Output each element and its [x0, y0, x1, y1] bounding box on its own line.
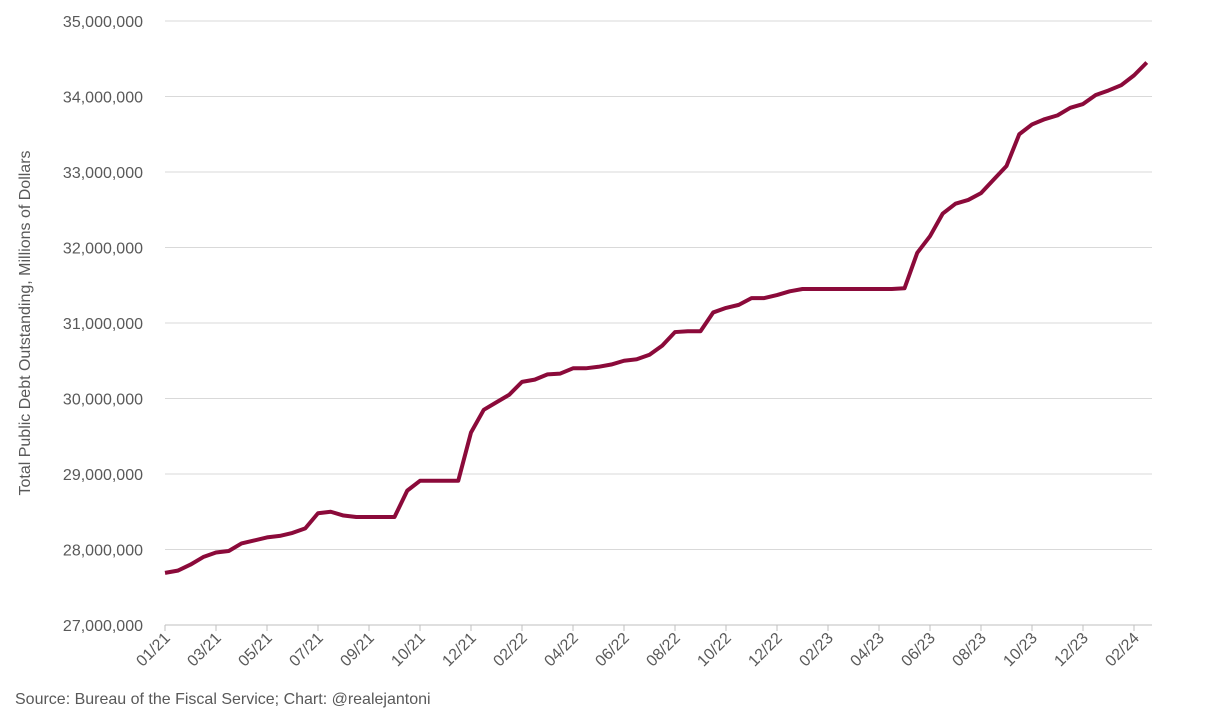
x-tick-label: 04/22: [541, 630, 581, 670]
x-tick-label: 07/21: [286, 630, 326, 670]
x-tick-label: 02/23: [796, 630, 836, 670]
x-tick-label: 03/21: [184, 630, 224, 670]
y-tick-label: 30,000,000: [63, 392, 143, 409]
x-tick-label: 02/24: [1102, 630, 1142, 670]
x-tick-label: 10/21: [388, 630, 428, 670]
x-tick-label: 04/23: [847, 630, 887, 670]
x-tick-label: 10/23: [1000, 630, 1040, 670]
y-tick-label: 35,000,000: [63, 14, 143, 31]
y-tick-label: 31,000,000: [63, 316, 143, 333]
x-tick-label: 06/22: [592, 630, 632, 670]
x-tick-label: 02/22: [490, 630, 530, 670]
x-tick-label: 09/21: [337, 630, 377, 670]
x-tick-label: 06/23: [898, 630, 938, 670]
y-axis-title: Total Public Debt Outstanding, Millions …: [17, 150, 34, 495]
x-tick-label: 10/22: [694, 630, 734, 670]
y-tick-label: 33,000,000: [63, 165, 143, 182]
x-tick-label: 12/22: [745, 630, 785, 670]
x-tick-label: 05/21: [235, 630, 275, 670]
x-tick-label: 12/21: [439, 630, 479, 670]
y-tick-label: 28,000,000: [63, 543, 143, 560]
x-tick-label: 08/23: [949, 630, 989, 670]
y-tick-label: 29,000,000: [63, 467, 143, 484]
y-tick-label: 27,000,000: [63, 618, 143, 635]
source-note: Source: Bureau of the Fiscal Service; Ch…: [15, 691, 431, 708]
x-tick-label: 12/23: [1051, 630, 1091, 670]
y-tick-label: 32,000,000: [63, 241, 143, 258]
x-tick-label: 01/21: [133, 630, 173, 670]
x-tick-label: 08/22: [643, 630, 683, 670]
data-line: [164, 61, 1149, 575]
y-tick-label: 34,000,000: [63, 90, 143, 107]
